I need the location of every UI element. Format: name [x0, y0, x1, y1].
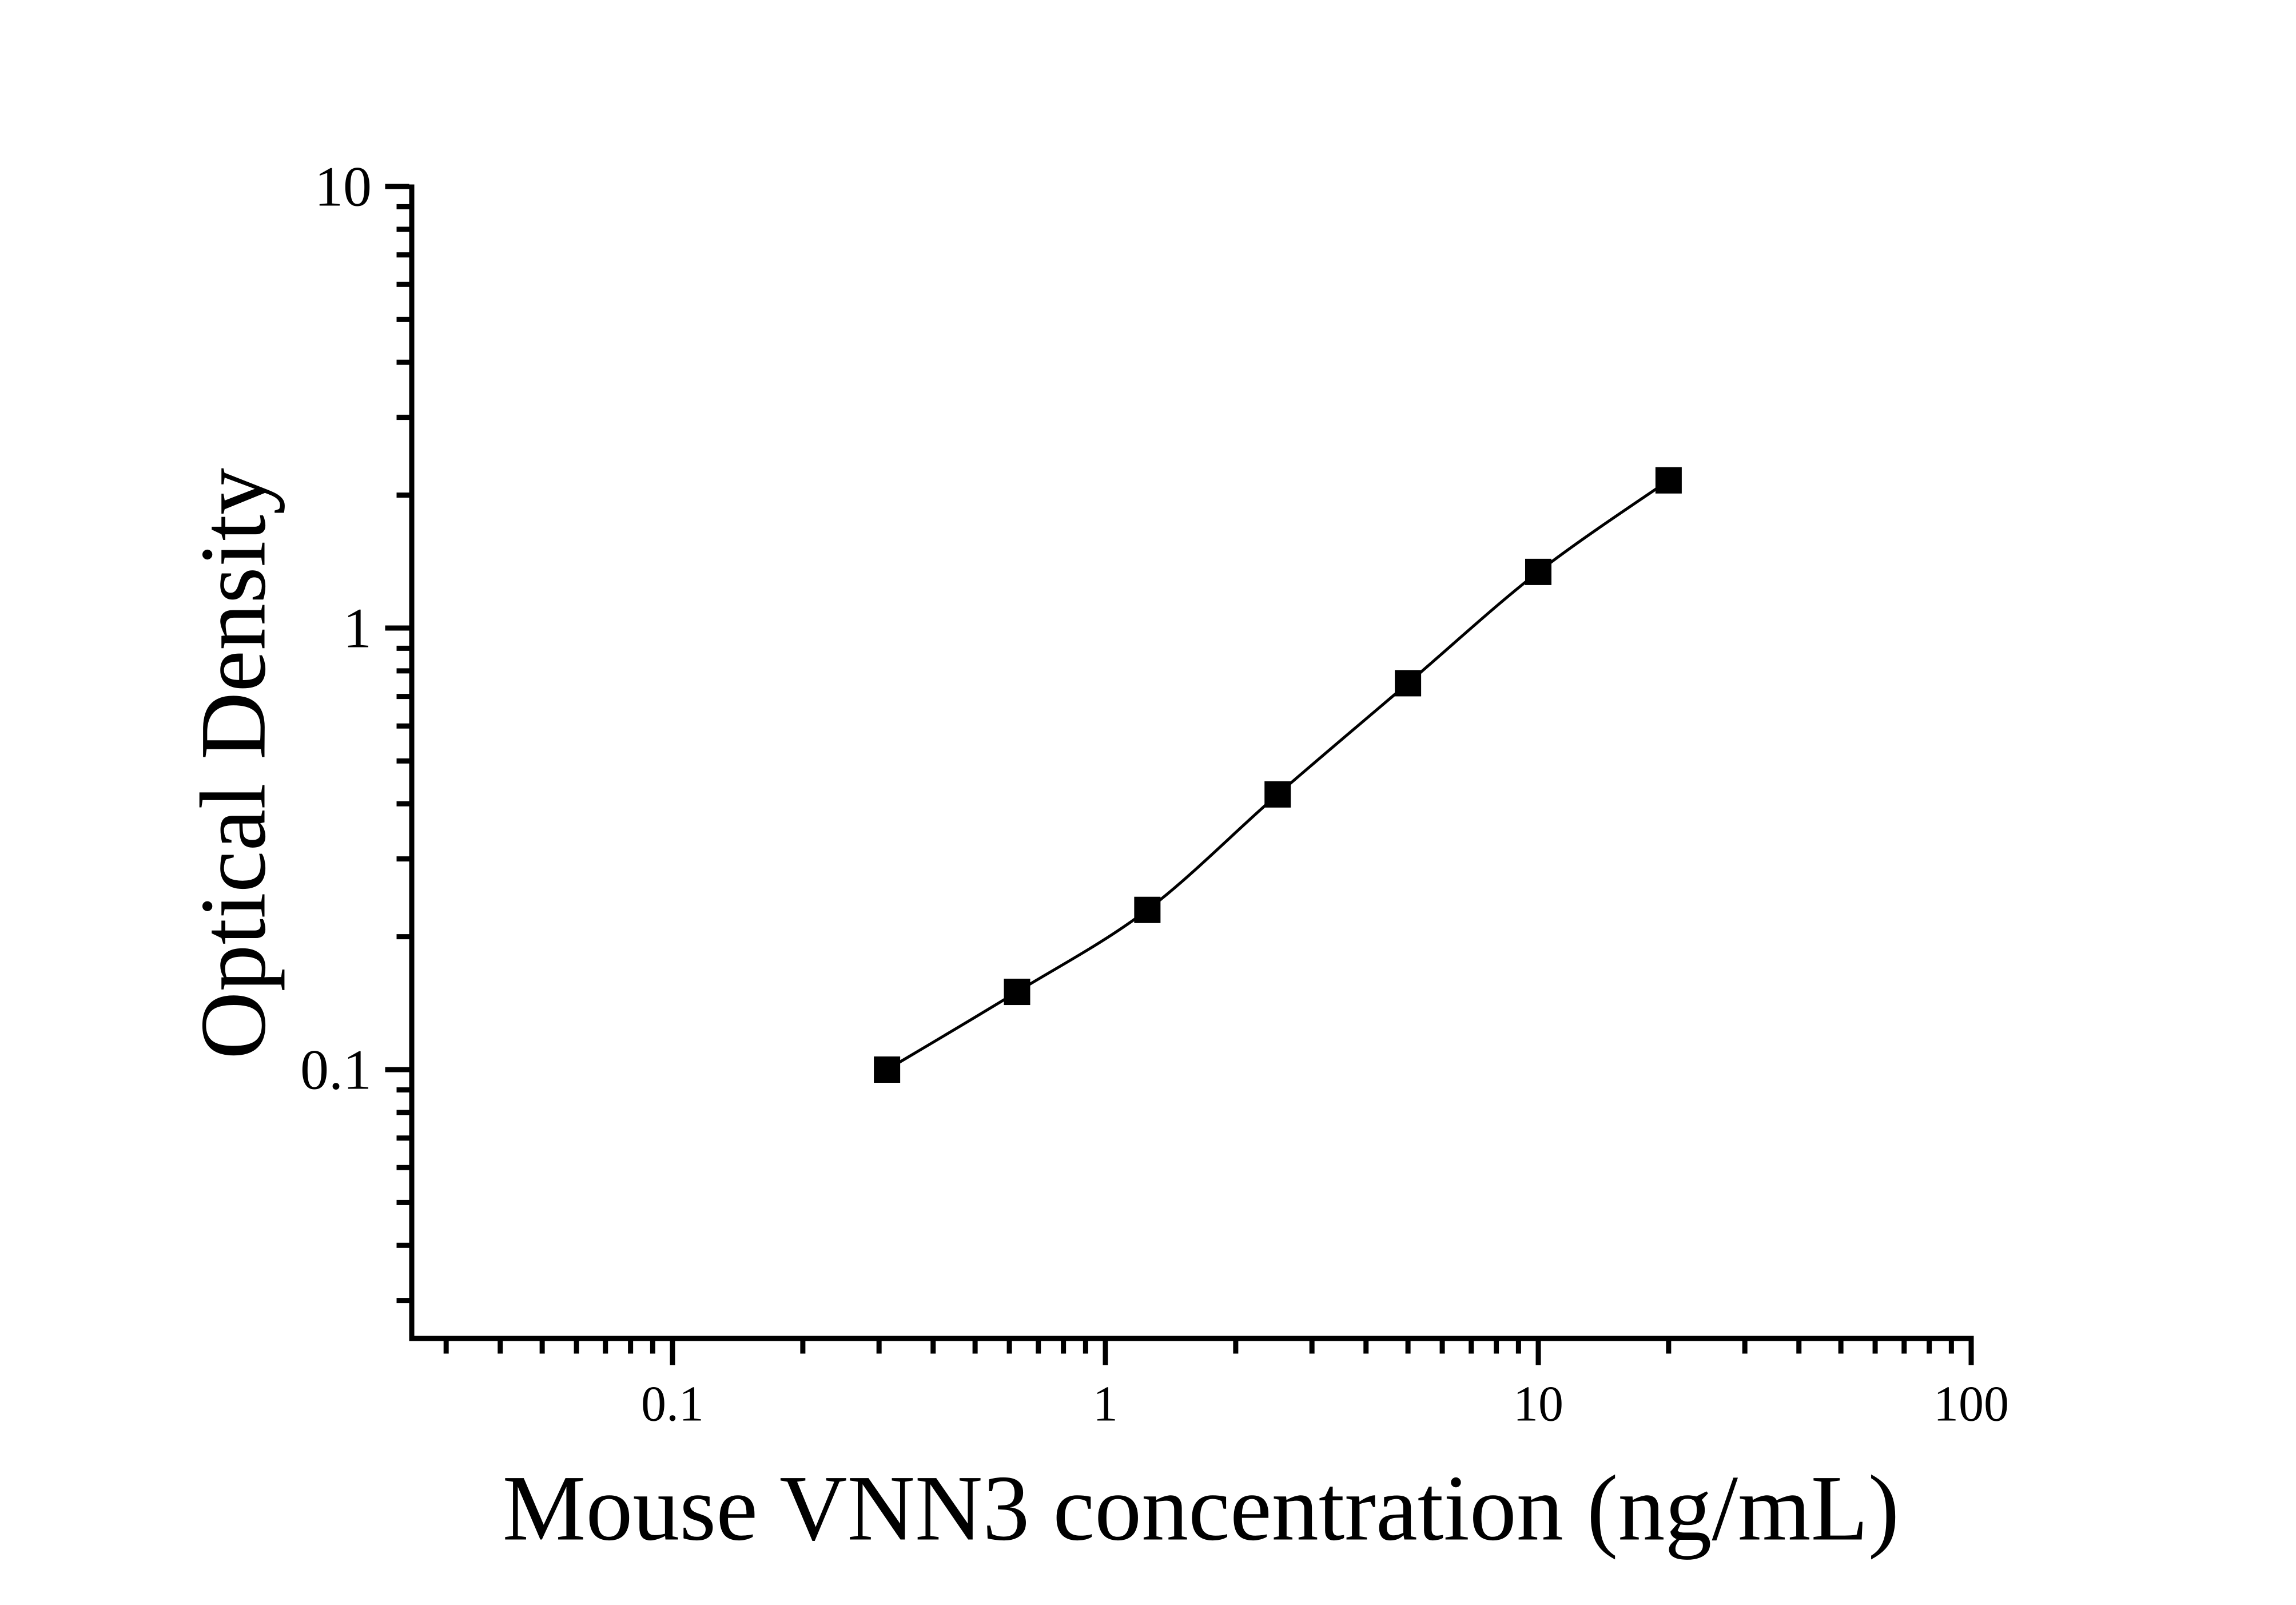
data-point-marker: [1264, 781, 1291, 808]
data-point-marker: [1525, 558, 1551, 585]
x-axis-title: Mouse VNN3 concentration (ng/mL): [503, 1457, 1900, 1560]
x-tick-label: 10: [1513, 1377, 1563, 1432]
x-tick-label: 0.1: [641, 1377, 704, 1432]
y-tick-label: 10: [315, 155, 372, 218]
data-point-marker: [1655, 467, 1682, 494]
data-series: [874, 467, 1682, 1083]
y-tick-label: 0.1: [300, 1038, 372, 1102]
data-point-marker: [1134, 896, 1161, 923]
x-tick-label: 1: [1093, 1377, 1118, 1432]
data-point-marker: [874, 1056, 901, 1083]
y-axis-title: Optical Density: [182, 468, 285, 1059]
y-tick-label: 1: [343, 597, 372, 660]
data-point-marker: [1395, 670, 1422, 697]
axes: 0.1 1 10 100 0.1 1 10: [300, 155, 2009, 1432]
data-point-marker: [1004, 979, 1030, 1006]
x-tick-label: 100: [1933, 1377, 2009, 1432]
